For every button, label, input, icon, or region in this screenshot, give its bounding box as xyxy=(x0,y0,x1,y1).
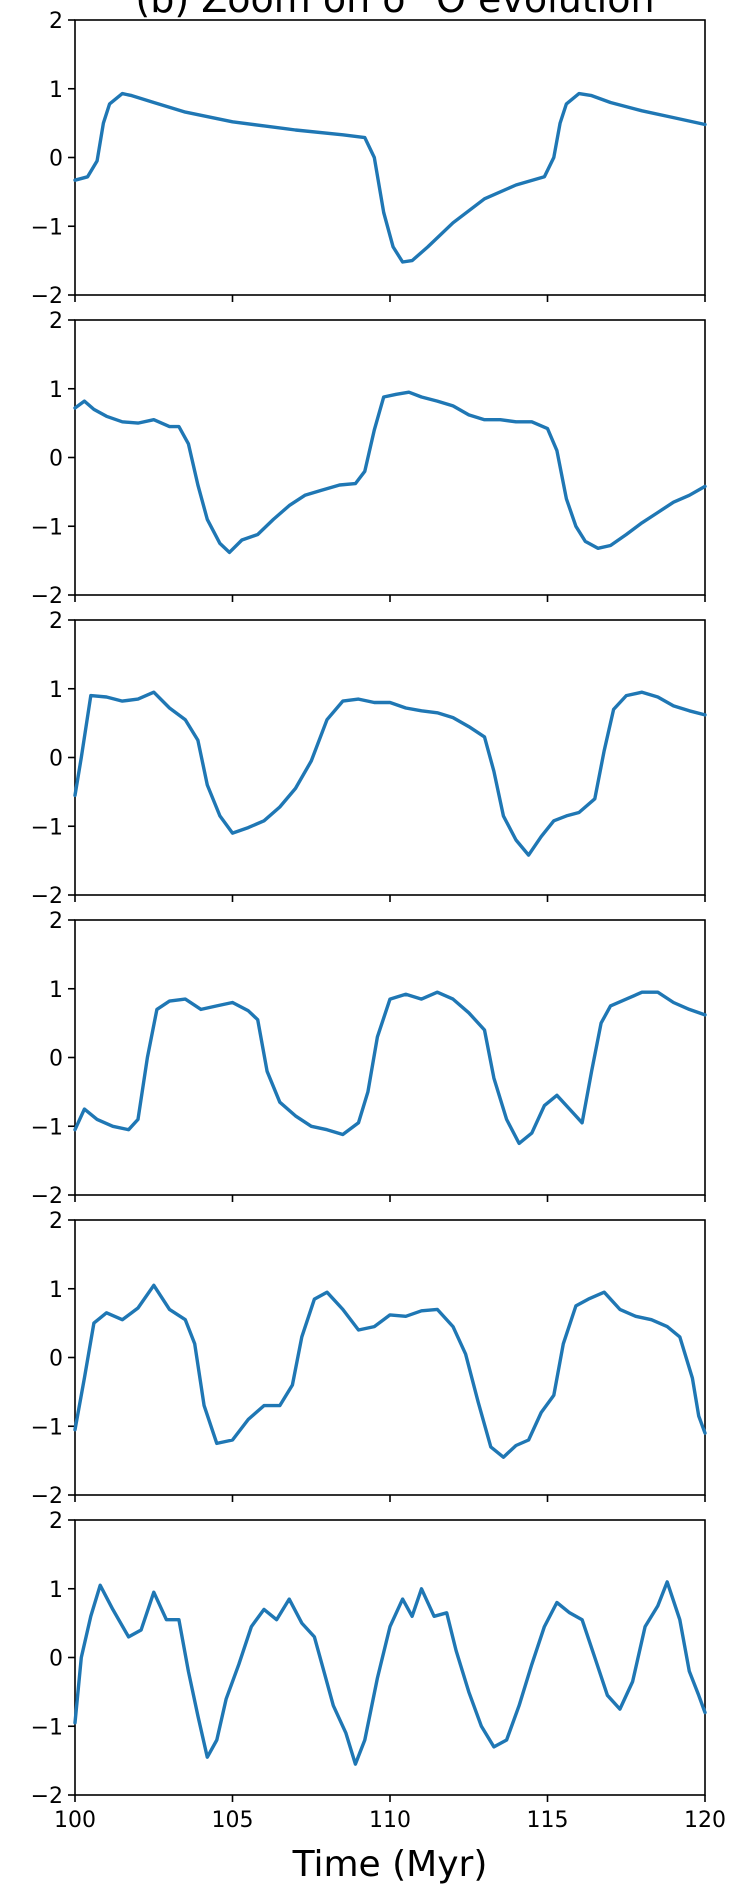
x-tick-label: 115 xyxy=(527,1808,569,1833)
y-tick-label: 0 xyxy=(49,1647,63,1672)
y-tick-label: 0 xyxy=(49,147,63,172)
panel-6: −2 −1 0 1 2 100 105 110 115 120 xyxy=(31,1509,726,1833)
plot-frame xyxy=(74,1219,706,1496)
y-tick-label: 2 xyxy=(49,309,63,334)
figure-title: (b) Zoom on δ¹⁸O evolution xyxy=(135,0,654,21)
x-tick-label: 100 xyxy=(54,1808,96,1833)
plot-frame xyxy=(74,19,706,296)
y-tick-label: −2 xyxy=(31,884,63,909)
y-tick-label: 1 xyxy=(49,678,63,703)
y-tick-label: −2 xyxy=(31,584,63,609)
x-tick-label: 110 xyxy=(369,1808,411,1833)
y-tick-label: 2 xyxy=(49,1509,63,1534)
plot-frame xyxy=(74,1519,706,1796)
series-line xyxy=(73,1283,707,1459)
x-tick-label: 105 xyxy=(212,1808,254,1833)
y-tick-label: 1 xyxy=(49,1578,63,1603)
panel-2: −2 −1 0 1 2 xyxy=(31,309,707,609)
y-tick-label: 1 xyxy=(49,378,63,403)
y-tick-label: −2 xyxy=(31,1184,63,1209)
y-tick-label: −2 xyxy=(31,1484,63,1509)
y-tick-label: 0 xyxy=(49,1047,63,1072)
y-tick-label: −2 xyxy=(31,284,63,309)
y-tick-label: −2 xyxy=(31,1784,63,1809)
y-tick-label: 1 xyxy=(49,978,63,1003)
series-line xyxy=(73,690,707,857)
y-tick-label: 2 xyxy=(49,9,63,34)
panels: −2−1012−2−1012−2−1012−2−1012−2−1012−2−10… xyxy=(31,9,726,1833)
y-tick-label: −1 xyxy=(31,515,63,540)
y-tick-label: −1 xyxy=(31,1115,63,1140)
y-tick-label: −1 xyxy=(31,215,63,240)
y-tick-label: 1 xyxy=(49,1278,63,1303)
series-line xyxy=(73,390,707,555)
y-tick-label: −1 xyxy=(31,1715,63,1740)
plot-frame xyxy=(74,919,706,1196)
series-line xyxy=(73,91,707,264)
y-tick-label: 0 xyxy=(49,447,63,472)
y-tick-label: 0 xyxy=(49,1347,63,1372)
series-line xyxy=(73,1580,707,1766)
y-tick-label: 1 xyxy=(49,78,63,103)
y-tick-label: 2 xyxy=(49,909,63,934)
panel-3: −2 −1 0 1 2 xyxy=(31,609,707,909)
plot-frame xyxy=(74,319,706,596)
panel-4: −2 −1 0 1 2 xyxy=(31,909,707,1209)
y-tick-label: 2 xyxy=(49,609,63,634)
y-tick-label: 0 xyxy=(49,747,63,772)
x-tick-label: 120 xyxy=(684,1808,726,1833)
panel-1: −2 −1 0 1 2 xyxy=(31,9,707,309)
panel-5: −2 −1 0 1 2 xyxy=(31,1209,707,1509)
y-tick-label: −1 xyxy=(31,1415,63,1440)
plot-frame xyxy=(74,619,706,896)
series-line xyxy=(73,990,707,1146)
y-tick-label: 2 xyxy=(49,1209,63,1234)
x-axis-label: Time (Myr) xyxy=(292,1844,488,1885)
y-tick-label: −1 xyxy=(31,815,63,840)
